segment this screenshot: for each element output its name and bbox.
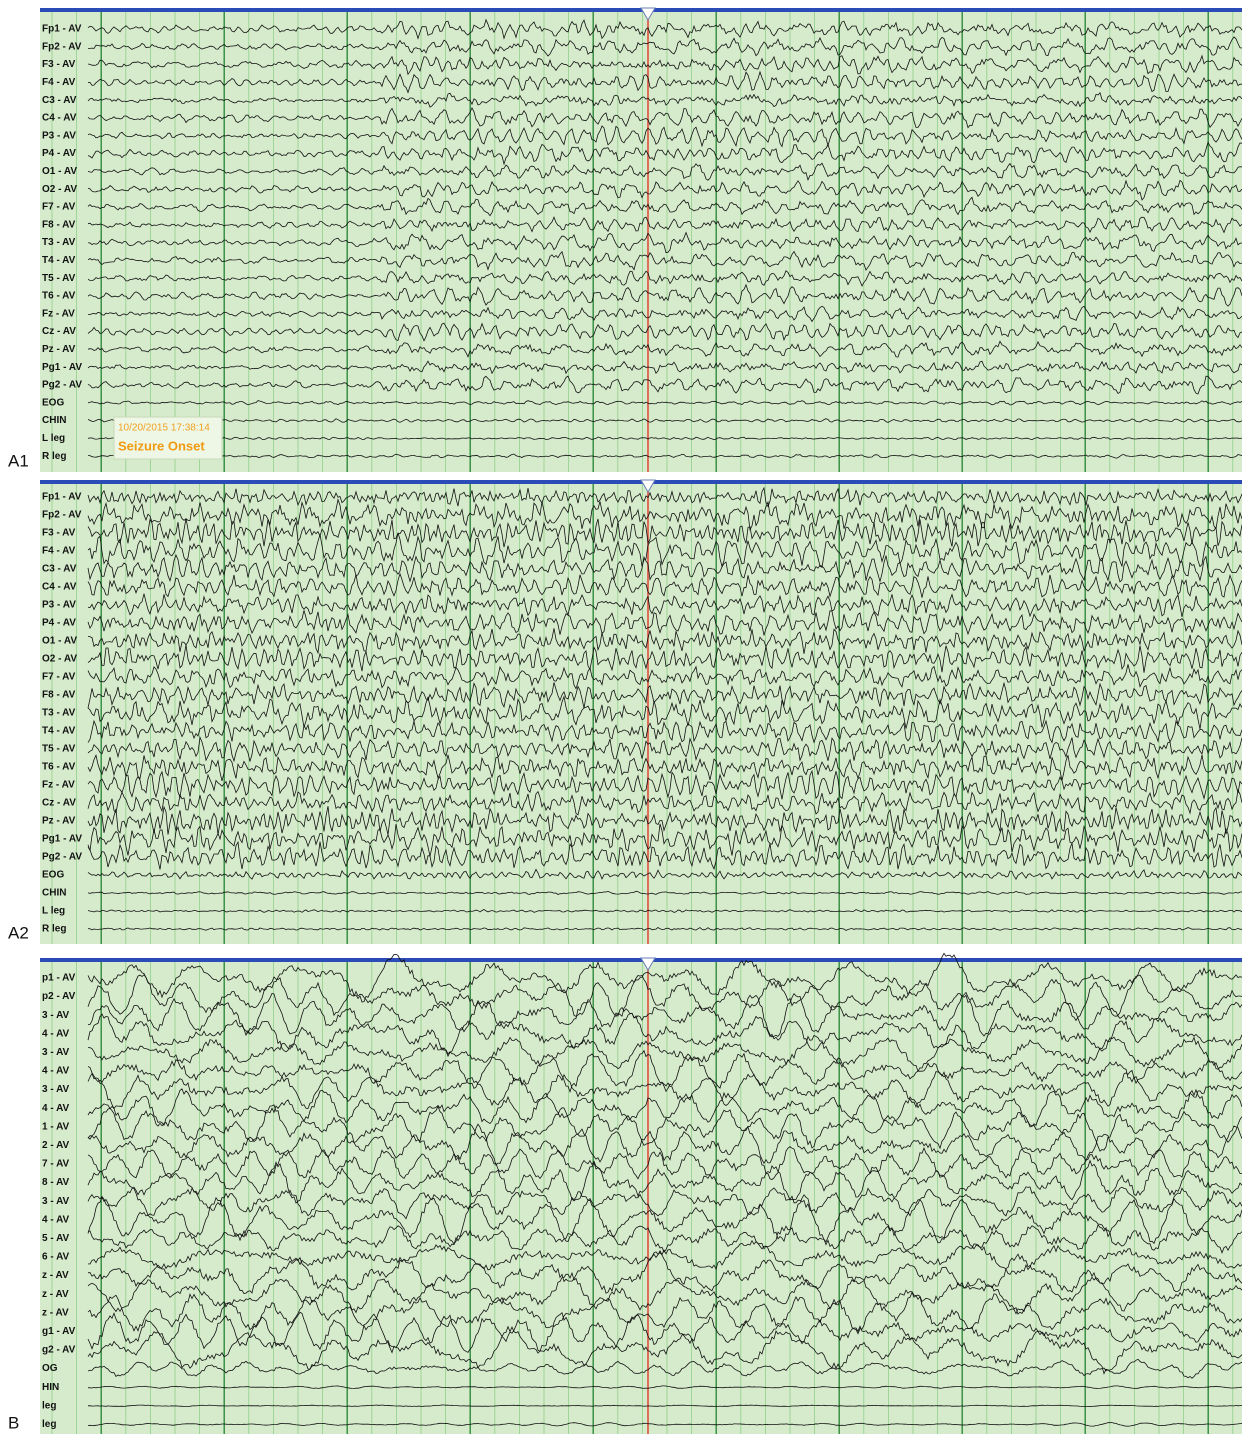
channel-label: Cz - AV bbox=[42, 798, 76, 809]
channel-label: 4 - AV bbox=[42, 1214, 70, 1225]
channel-label: z - AV bbox=[42, 1307, 69, 1318]
channel-label: R leg bbox=[42, 451, 66, 462]
channel-label: F4 - AV bbox=[42, 546, 76, 557]
channel-label: CHIN bbox=[42, 888, 66, 899]
channel-label: HIN bbox=[42, 1382, 59, 1393]
channel-label: p2 - AV bbox=[42, 991, 76, 1002]
channel-label: 2 - AV bbox=[42, 1140, 70, 1151]
channel-label: Pg2 - AV bbox=[42, 380, 82, 391]
channel-label: Cz - AV bbox=[42, 326, 76, 337]
channel-label: C3 - AV bbox=[42, 564, 77, 575]
channel-label: g2 - AV bbox=[42, 1345, 76, 1356]
channel-label: T3 - AV bbox=[42, 708, 76, 719]
channel-label: Fz - AV bbox=[42, 308, 75, 319]
channel-label: T3 - AV bbox=[42, 237, 76, 248]
channel-label: T6 - AV bbox=[42, 291, 76, 302]
channel-label: F3 - AV bbox=[42, 59, 76, 70]
channel-label: C4 - AV bbox=[42, 582, 77, 593]
channel-label: F8 - AV bbox=[42, 690, 76, 701]
channel-label: O2 - AV bbox=[42, 184, 77, 195]
channel-label: 1 - AV bbox=[42, 1121, 70, 1132]
annotation-timestamp: 10/20/2015 17:38:14 bbox=[118, 423, 210, 434]
channel-label: 3 - AV bbox=[42, 1084, 70, 1095]
channel-label: 3 - AV bbox=[42, 1047, 70, 1058]
channel-label: Pz - AV bbox=[42, 344, 76, 355]
channel-label: L leg bbox=[42, 433, 65, 444]
channel-label: EOG bbox=[42, 870, 64, 881]
channel-label: T5 - AV bbox=[42, 744, 76, 755]
channel-label: T5 - AV bbox=[42, 273, 76, 284]
panel-label: A1 bbox=[8, 451, 29, 470]
channel-label: 4 - AV bbox=[42, 1103, 70, 1114]
channel-label: O1 - AV bbox=[42, 166, 77, 177]
channel-label: F3 - AV bbox=[42, 528, 76, 539]
channel-label: leg bbox=[42, 1419, 56, 1430]
panel-label: A2 bbox=[8, 923, 29, 942]
panel-label: B bbox=[8, 1413, 19, 1432]
channel-label: F7 - AV bbox=[42, 202, 76, 213]
channel-label: Pz - AV bbox=[42, 816, 76, 827]
channel-label: L leg bbox=[42, 906, 65, 917]
channel-label: T6 - AV bbox=[42, 762, 76, 773]
channel-label: R leg bbox=[42, 924, 66, 935]
channel-label: P3 - AV bbox=[42, 600, 76, 611]
annotation-text: Seizure Onset bbox=[118, 438, 205, 453]
channel-label: O1 - AV bbox=[42, 636, 77, 647]
channel-label: Fz - AV bbox=[42, 780, 75, 791]
channel-label: T4 - AV bbox=[42, 255, 76, 266]
channel-label: 5 - AV bbox=[42, 1233, 70, 1244]
channel-label: OG bbox=[42, 1363, 58, 1374]
channel-label: 3 - AV bbox=[42, 1010, 70, 1021]
channel-label: 4 - AV bbox=[42, 1028, 70, 1039]
channel-label: g1 - AV bbox=[42, 1326, 76, 1337]
channel-label: P3 - AV bbox=[42, 130, 76, 141]
channel-label: Fp1 - AV bbox=[42, 24, 82, 35]
channel-label: P4 - AV bbox=[42, 618, 76, 629]
channel-label: C4 - AV bbox=[42, 113, 77, 124]
channel-label: F4 - AV bbox=[42, 77, 76, 88]
channel-label: C3 - AV bbox=[42, 95, 77, 106]
channel-label: 8 - AV bbox=[42, 1177, 70, 1188]
channel-label: 4 - AV bbox=[42, 1066, 70, 1077]
channel-label: CHIN bbox=[42, 415, 66, 426]
channel-label: p1 - AV bbox=[42, 973, 76, 984]
channel-label: Fp1 - AV bbox=[42, 492, 82, 503]
eeg-panel: Fp1 - AV Fp2 - AV F3 - AV F4 - AV C3 - AV C4 … bbox=[8, 8, 1242, 472]
eeg-panel: p1 - AV p2 - AV 3 - AV 4 - AV 3 - AV 4 - AV 3 … bbox=[8, 953, 1242, 1434]
channel-label: z - AV bbox=[42, 1270, 69, 1281]
eeg-figure: Fp1 - AV Fp2 - AV F3 - AV F4 - AV C3 - AV C4 … bbox=[0, 0, 1242, 1436]
channel-label: 6 - AV bbox=[42, 1252, 70, 1263]
channel-label: 3 - AV bbox=[42, 1196, 70, 1207]
channel-label: leg bbox=[42, 1400, 56, 1411]
eeg-panel: Fp1 - AV Fp2 - AV F3 - AV F4 - AV C3 - AV C4 … bbox=[8, 480, 1242, 944]
channel-label: P4 - AV bbox=[42, 148, 76, 159]
channel-label: Pg1 - AV bbox=[42, 362, 82, 373]
channel-label: Fp2 - AV bbox=[42, 510, 82, 521]
channel-label: F8 - AV bbox=[42, 219, 76, 230]
channel-label: F7 - AV bbox=[42, 672, 76, 683]
channel-label: T4 - AV bbox=[42, 726, 76, 737]
channel-label: z - AV bbox=[42, 1289, 69, 1300]
channel-label: Pg2 - AV bbox=[42, 852, 82, 863]
channel-label: O2 - AV bbox=[42, 654, 77, 665]
channel-label: EOG bbox=[42, 397, 64, 408]
channel-label: 7 - AV bbox=[42, 1159, 70, 1170]
channel-label: Pg1 - AV bbox=[42, 834, 82, 845]
channel-label: Fp2 - AV bbox=[42, 41, 82, 52]
